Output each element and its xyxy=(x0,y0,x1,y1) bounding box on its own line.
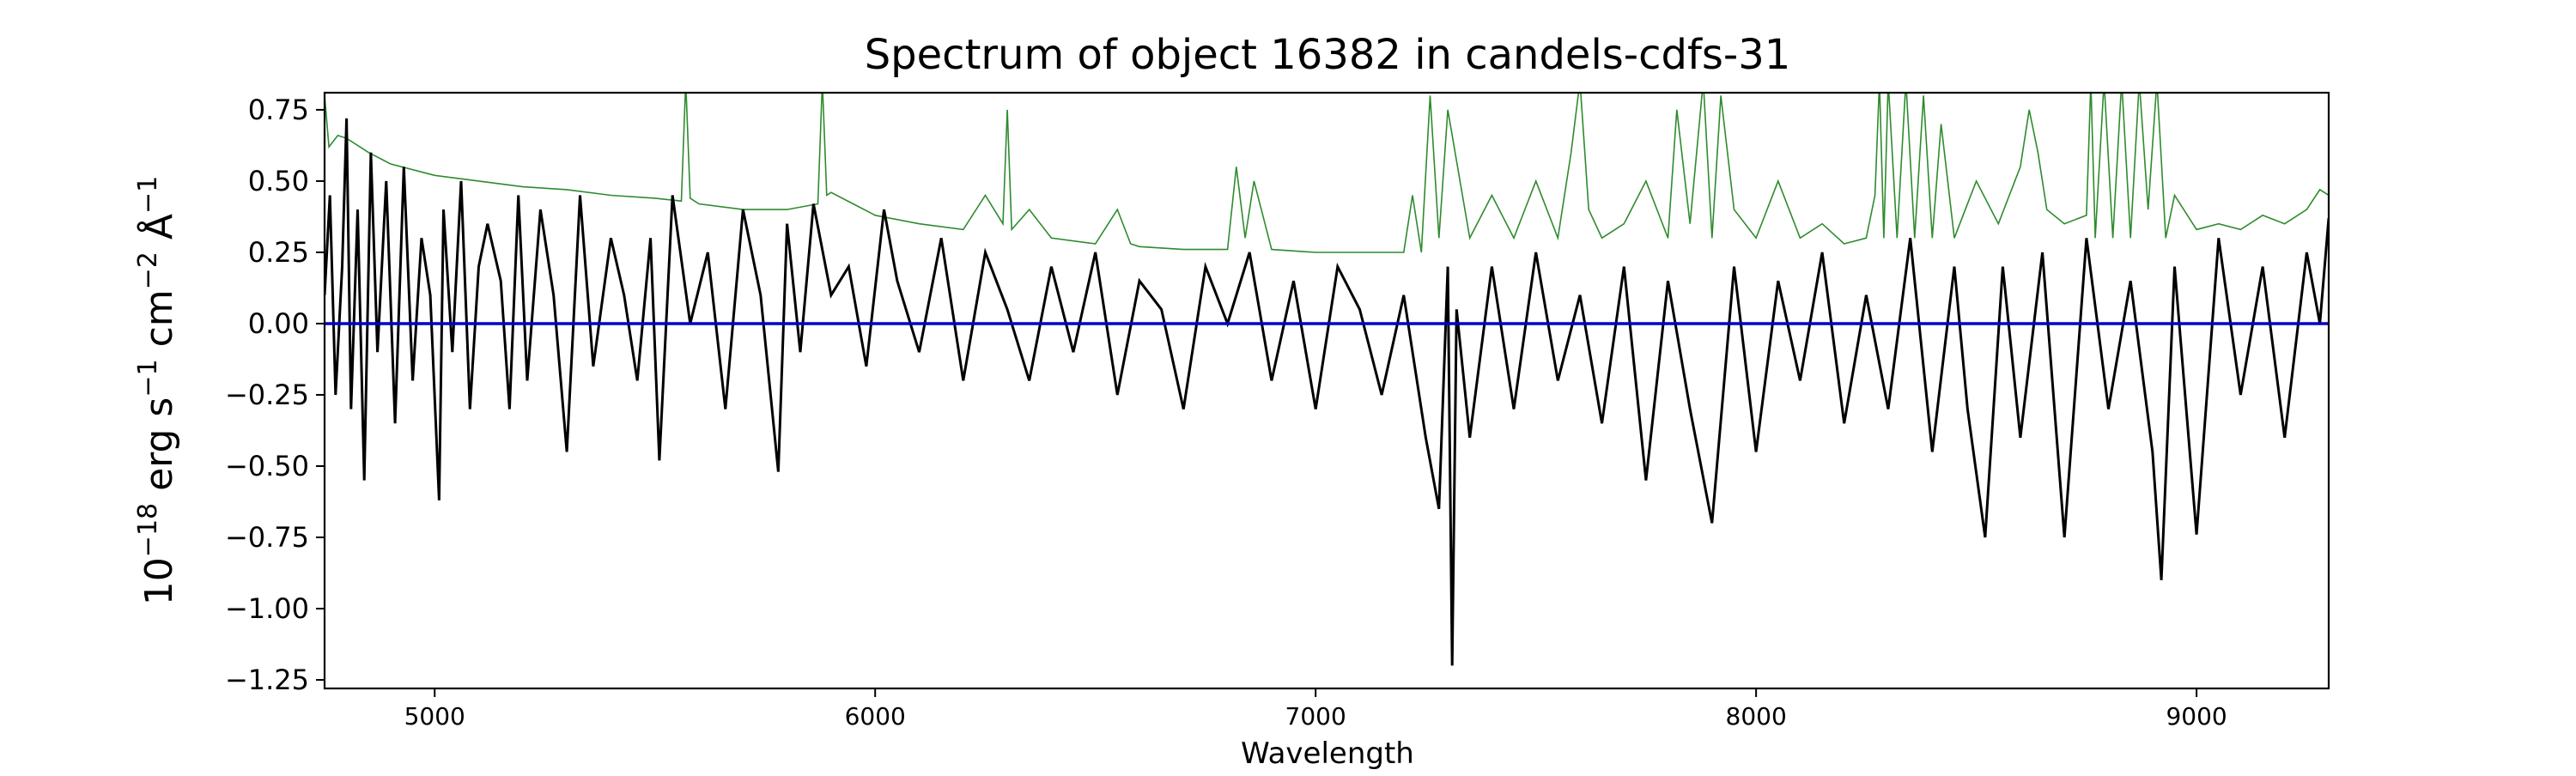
y-axis-label-erg: erg s xyxy=(137,397,181,503)
y-axis-label-base: 10 xyxy=(137,557,181,605)
y-axis-label-exp3: −2 xyxy=(133,252,163,289)
y-tick-label: 0.25 xyxy=(248,236,309,269)
error-spectrum-line xyxy=(325,93,2329,253)
y-axis: 0.75 0.50 0.25 0.00 −0.25 −0.50 −0.75 −1.00 −1.2… xyxy=(225,94,325,696)
y-tick-label: −0.75 xyxy=(225,521,309,554)
y-axis-label-exp4: −1 xyxy=(133,176,163,214)
y-axis-label-exp1: −18 xyxy=(133,503,163,557)
y-tick-label: −0.50 xyxy=(225,450,309,482)
flux-spectrum-line xyxy=(325,118,2329,666)
series-layer xyxy=(325,93,2329,666)
y-axis-label-ang: Å xyxy=(136,214,181,252)
x-tick-label: 7000 xyxy=(1285,702,1346,731)
y-tick-label: 0.75 xyxy=(248,94,309,126)
y-tick-label: 0.50 xyxy=(248,165,309,197)
x-tick-label: 8000 xyxy=(1726,702,1787,731)
x-axis-label: Wavelength xyxy=(1241,737,1414,771)
y-tick-label: 0.00 xyxy=(248,307,309,340)
y-axis-label-cm: cm xyxy=(137,289,181,359)
x-axis: 5000 6000 7000 8000 9000 xyxy=(404,688,2227,731)
y-tick-label: −1.25 xyxy=(225,664,309,696)
plot-frame xyxy=(323,91,2330,690)
y-tick-label: −1.00 xyxy=(225,592,309,625)
y-tick-label: −0.25 xyxy=(225,379,309,411)
x-tick-label: 5000 xyxy=(404,702,465,731)
chart-title: Spectrum of object 16382 in candels-cdfs… xyxy=(865,31,1791,79)
y-axis-label: 10−18 erg s−1 cm−2 Å−1 xyxy=(133,176,181,605)
y-axis-label-exp2: −1 xyxy=(133,359,163,397)
x-tick-label: 9000 xyxy=(2166,702,2227,731)
x-tick-label: 6000 xyxy=(845,702,906,731)
